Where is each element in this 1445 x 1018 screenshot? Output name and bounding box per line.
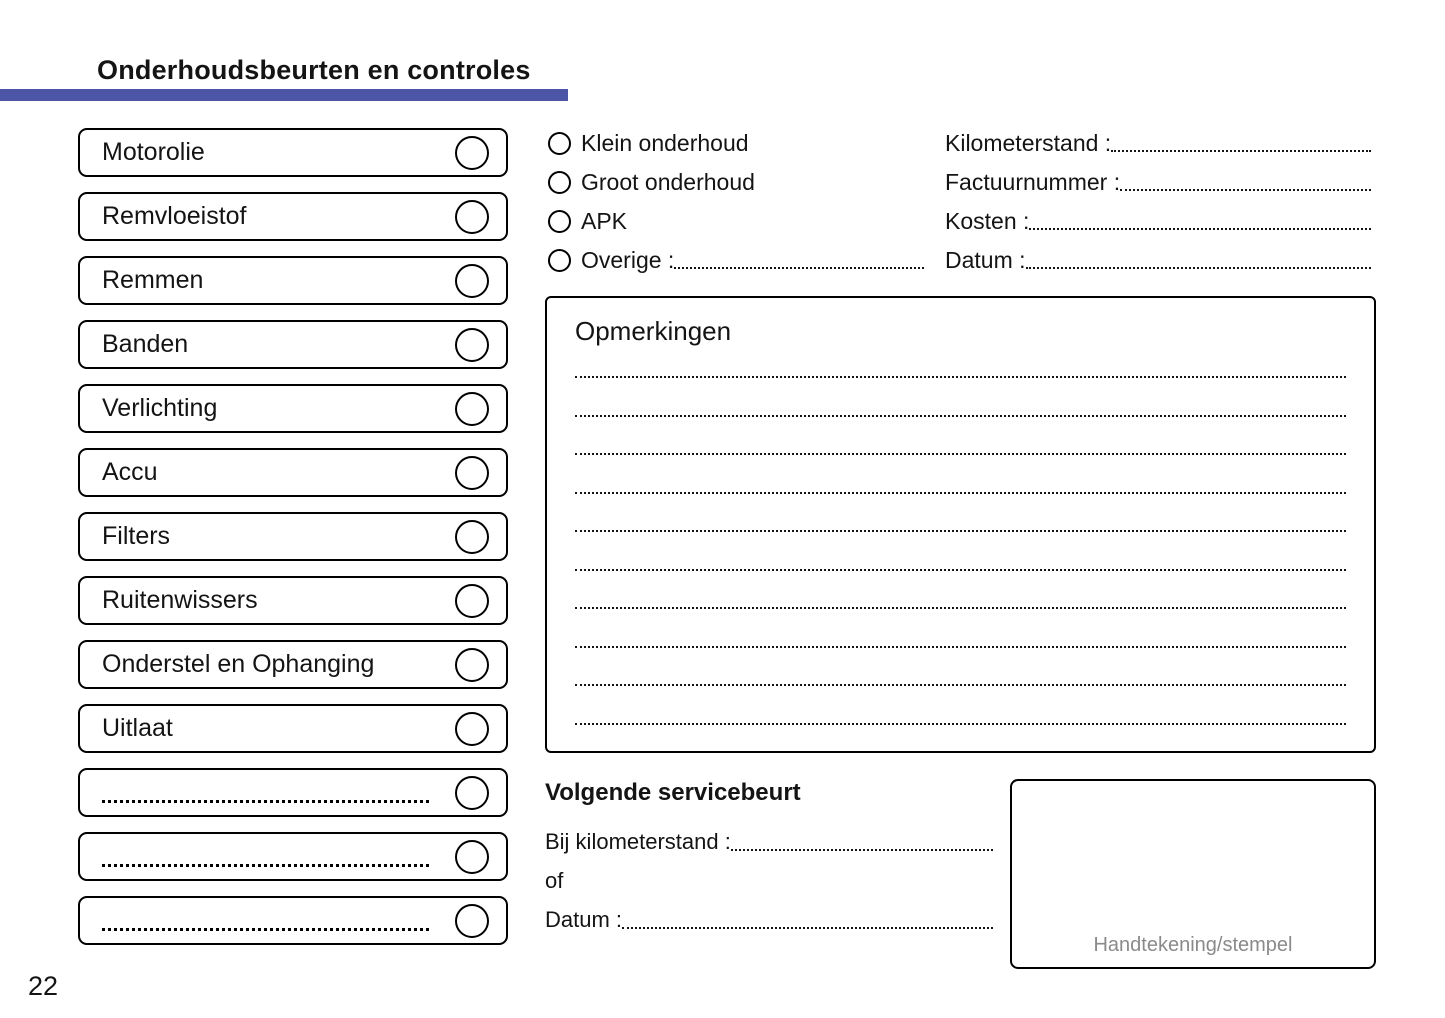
service-type-option: Groot onderhoud	[548, 169, 924, 195]
admin-field-label: Kilometerstand :	[945, 130, 1112, 156]
admin-field-label: Kosten :	[945, 208, 1030, 234]
checklist-item-label: Motorolie	[102, 138, 205, 166]
check-circle[interactable]	[455, 455, 489, 490]
remarks-blank-line[interactable]	[575, 347, 1346, 378]
next-service-label: Datum :	[545, 907, 623, 932]
check-circle[interactable]	[455, 199, 489, 234]
check-circle[interactable]	[455, 903, 489, 938]
admin-fields: Kilometerstand : Factuurnummer : Kosten : D…	[945, 130, 1371, 286]
checklist-item-label: Onderstel en Ophanging	[102, 650, 375, 678]
check-circle[interactable]	[455, 775, 489, 810]
next-service-row: Datum :	[545, 906, 993, 933]
blank-fill-line[interactable]	[102, 864, 429, 867]
service-type-label: Klein onderhoud	[581, 129, 749, 156]
checklist-item: Verlichting	[78, 384, 508, 433]
fill-in-line[interactable]	[1120, 189, 1371, 191]
service-type-option: APK	[548, 208, 924, 234]
check-circle[interactable]	[455, 583, 489, 618]
fill-in-line[interactable]	[622, 927, 993, 929]
checklist-item: Onderstel en Ophanging	[78, 640, 508, 689]
checklist-item: Remmen	[78, 256, 508, 305]
remarks-lines	[575, 347, 1346, 725]
next-service-label: of	[545, 868, 564, 893]
blank-fill-line[interactable]	[102, 800, 429, 803]
next-service-row: Bij kilometerstand :	[545, 828, 993, 855]
signature-field[interactable]: Handtekening/stempel	[1010, 779, 1376, 969]
check-circle[interactable]	[455, 839, 489, 874]
checklist-item-label: Filters	[102, 522, 171, 550]
remarks-blank-line[interactable]	[575, 686, 1346, 725]
checklist-item: Motorolie	[78, 128, 508, 177]
checklist-item-label: Banden	[102, 330, 189, 358]
admin-field-label: Datum :	[945, 247, 1026, 273]
service-type-label: Groot onderhoud	[581, 168, 755, 195]
radio-circle[interactable]	[548, 170, 571, 194]
fill-in-line[interactable]	[1025, 267, 1371, 269]
fill-in-line[interactable]	[730, 849, 993, 851]
checklist-item-label: Accu	[102, 458, 158, 486]
checklist-item-label: Verlichting	[102, 394, 218, 422]
remarks-title: Opmerkingen	[575, 316, 732, 346]
next-service-section: Volgende servicebeurt Bij kilometerstand…	[545, 779, 993, 945]
fill-in-line[interactable]	[1029, 228, 1371, 230]
check-circle[interactable]	[455, 647, 489, 682]
checklist-item: Uitlaat	[78, 704, 508, 753]
service-type-label: Overige :	[581, 246, 675, 273]
remarks-blank-line[interactable]	[575, 648, 1346, 686]
radio-circle[interactable]	[548, 131, 571, 155]
page-number: 22	[28, 971, 59, 1001]
checklist-item-label: Uitlaat	[102, 714, 173, 742]
check-circle[interactable]	[455, 711, 489, 746]
admin-field-label: Factuurnummer :	[945, 169, 1121, 195]
checklist-item-label: Ruitenwissers	[102, 586, 258, 614]
admin-field: Datum :	[945, 247, 1371, 273]
check-circle[interactable]	[455, 135, 489, 170]
checklist-item: Remvloeistof	[78, 192, 508, 241]
checklist-item	[78, 896, 508, 945]
page-title: Onderhoudsbeurten en controles	[97, 55, 531, 85]
checklist: Motorolie Remvloeistof Remmen Banden Verlich…	[78, 128, 508, 960]
blank-fill-line[interactable]	[102, 928, 429, 931]
checklist-item	[78, 832, 508, 881]
check-circle[interactable]	[455, 263, 489, 298]
check-circle[interactable]	[455, 519, 489, 554]
checklist-item-label: Remvloeistof	[102, 202, 247, 230]
remarks-blank-line[interactable]	[575, 571, 1346, 609]
service-type-option: Overige :	[548, 247, 924, 273]
next-service-row: of	[545, 867, 993, 894]
admin-field: Kosten :	[945, 208, 1371, 234]
checklist-item: Ruitenwissers	[78, 576, 508, 625]
remarks-box: Opmerkingen	[545, 296, 1376, 753]
remarks-blank-line[interactable]	[575, 455, 1346, 494]
radio-circle[interactable]	[548, 209, 571, 233]
fill-in-line[interactable]	[674, 267, 924, 269]
checklist-item: Filters	[78, 512, 508, 561]
next-service-title: Volgende servicebeurt	[545, 779, 801, 806]
accent-bar	[0, 89, 568, 101]
check-circle[interactable]	[455, 391, 489, 426]
next-service-label: Bij kilometerstand :	[545, 829, 731, 854]
remarks-blank-line[interactable]	[575, 532, 1346, 571]
service-type-option: Klein onderhoud	[548, 130, 924, 156]
check-circle[interactable]	[455, 327, 489, 362]
radio-circle[interactable]	[548, 248, 571, 272]
checklist-item: Banden	[78, 320, 508, 369]
admin-field: Kilometerstand :	[945, 130, 1371, 156]
fill-in-line[interactable]	[1111, 150, 1371, 152]
checklist-item: Accu	[78, 448, 508, 497]
remarks-blank-line[interactable]	[575, 609, 1346, 648]
remarks-blank-line[interactable]	[575, 378, 1346, 417]
admin-field: Factuurnummer :	[945, 169, 1371, 195]
checklist-item	[78, 768, 508, 817]
service-type-label: APK	[581, 207, 628, 234]
remarks-blank-line[interactable]	[575, 494, 1346, 532]
signature-label: Handtekening/stempel	[1093, 934, 1293, 956]
service-type-options: Klein onderhoud Groot onderhoud APK Overige…	[548, 130, 924, 286]
checklist-item-label: Remmen	[102, 266, 204, 294]
remarks-blank-line[interactable]	[575, 417, 1346, 455]
